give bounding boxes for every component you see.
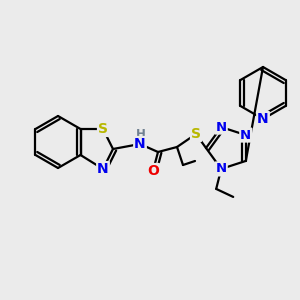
- Text: N: N: [134, 137, 146, 151]
- Text: N: N: [216, 121, 227, 134]
- Text: O: O: [147, 164, 159, 178]
- Text: S: S: [98, 122, 108, 136]
- Text: N: N: [216, 162, 227, 176]
- Text: N: N: [257, 112, 269, 126]
- Text: N: N: [240, 129, 251, 142]
- Text: N: N: [97, 162, 109, 176]
- Text: H: H: [136, 128, 146, 142]
- Text: S: S: [191, 127, 201, 141]
